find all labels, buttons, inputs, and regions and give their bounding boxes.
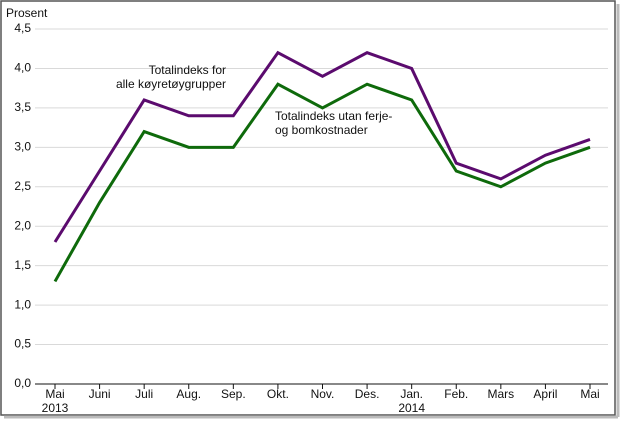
x-tick-sublabel: 2013	[42, 401, 69, 415]
y-axis-label: Prosent	[6, 6, 48, 20]
x-tick-label: Feb.	[444, 387, 468, 401]
x-tick-label: Okt.	[267, 387, 289, 401]
x-tick-label: April	[533, 387, 557, 401]
x-tick-label: Nov.	[311, 387, 335, 401]
series-label: og bomkostnader	[275, 123, 368, 137]
y-tick-label: 2,5	[14, 179, 31, 193]
y-tick-label: 3,0	[14, 140, 31, 154]
x-tick-sublabel: 2014	[398, 401, 425, 415]
x-tick-label: Mai	[580, 387, 599, 401]
series-line	[53, 50, 591, 243]
x-tick-label: Juli	[135, 387, 153, 401]
x-tick-label: Mai	[45, 387, 64, 401]
x-tick-label: Sep.	[221, 387, 246, 401]
y-tick-label: 4,5	[14, 21, 31, 35]
x-tick-label: Aug.	[176, 387, 201, 401]
y-tick-label: 1,5	[14, 258, 31, 272]
y-tick-label: 0,0	[14, 376, 31, 390]
x-tick-label: Des.	[355, 387, 380, 401]
y-tick-label: 1,0	[14, 297, 31, 311]
y-tick-label: 2,0	[14, 218, 31, 232]
series-label: Totalindeks for	[149, 63, 226, 77]
series-label: alle køyretøygrupper	[116, 77, 226, 91]
series-label: Totalindeks utan ferje-	[275, 109, 392, 123]
x-tick-label: Juni	[89, 387, 111, 401]
x-tick-label: Mars	[487, 387, 514, 401]
y-tick-label: 3,5	[14, 100, 31, 114]
y-tick-label: 4,0	[14, 61, 31, 75]
x-tick-label: Jan.	[400, 387, 423, 401]
frame	[0, 0, 616, 416]
series-line	[53, 82, 591, 283]
y-tick-label: 0,5	[14, 337, 31, 351]
